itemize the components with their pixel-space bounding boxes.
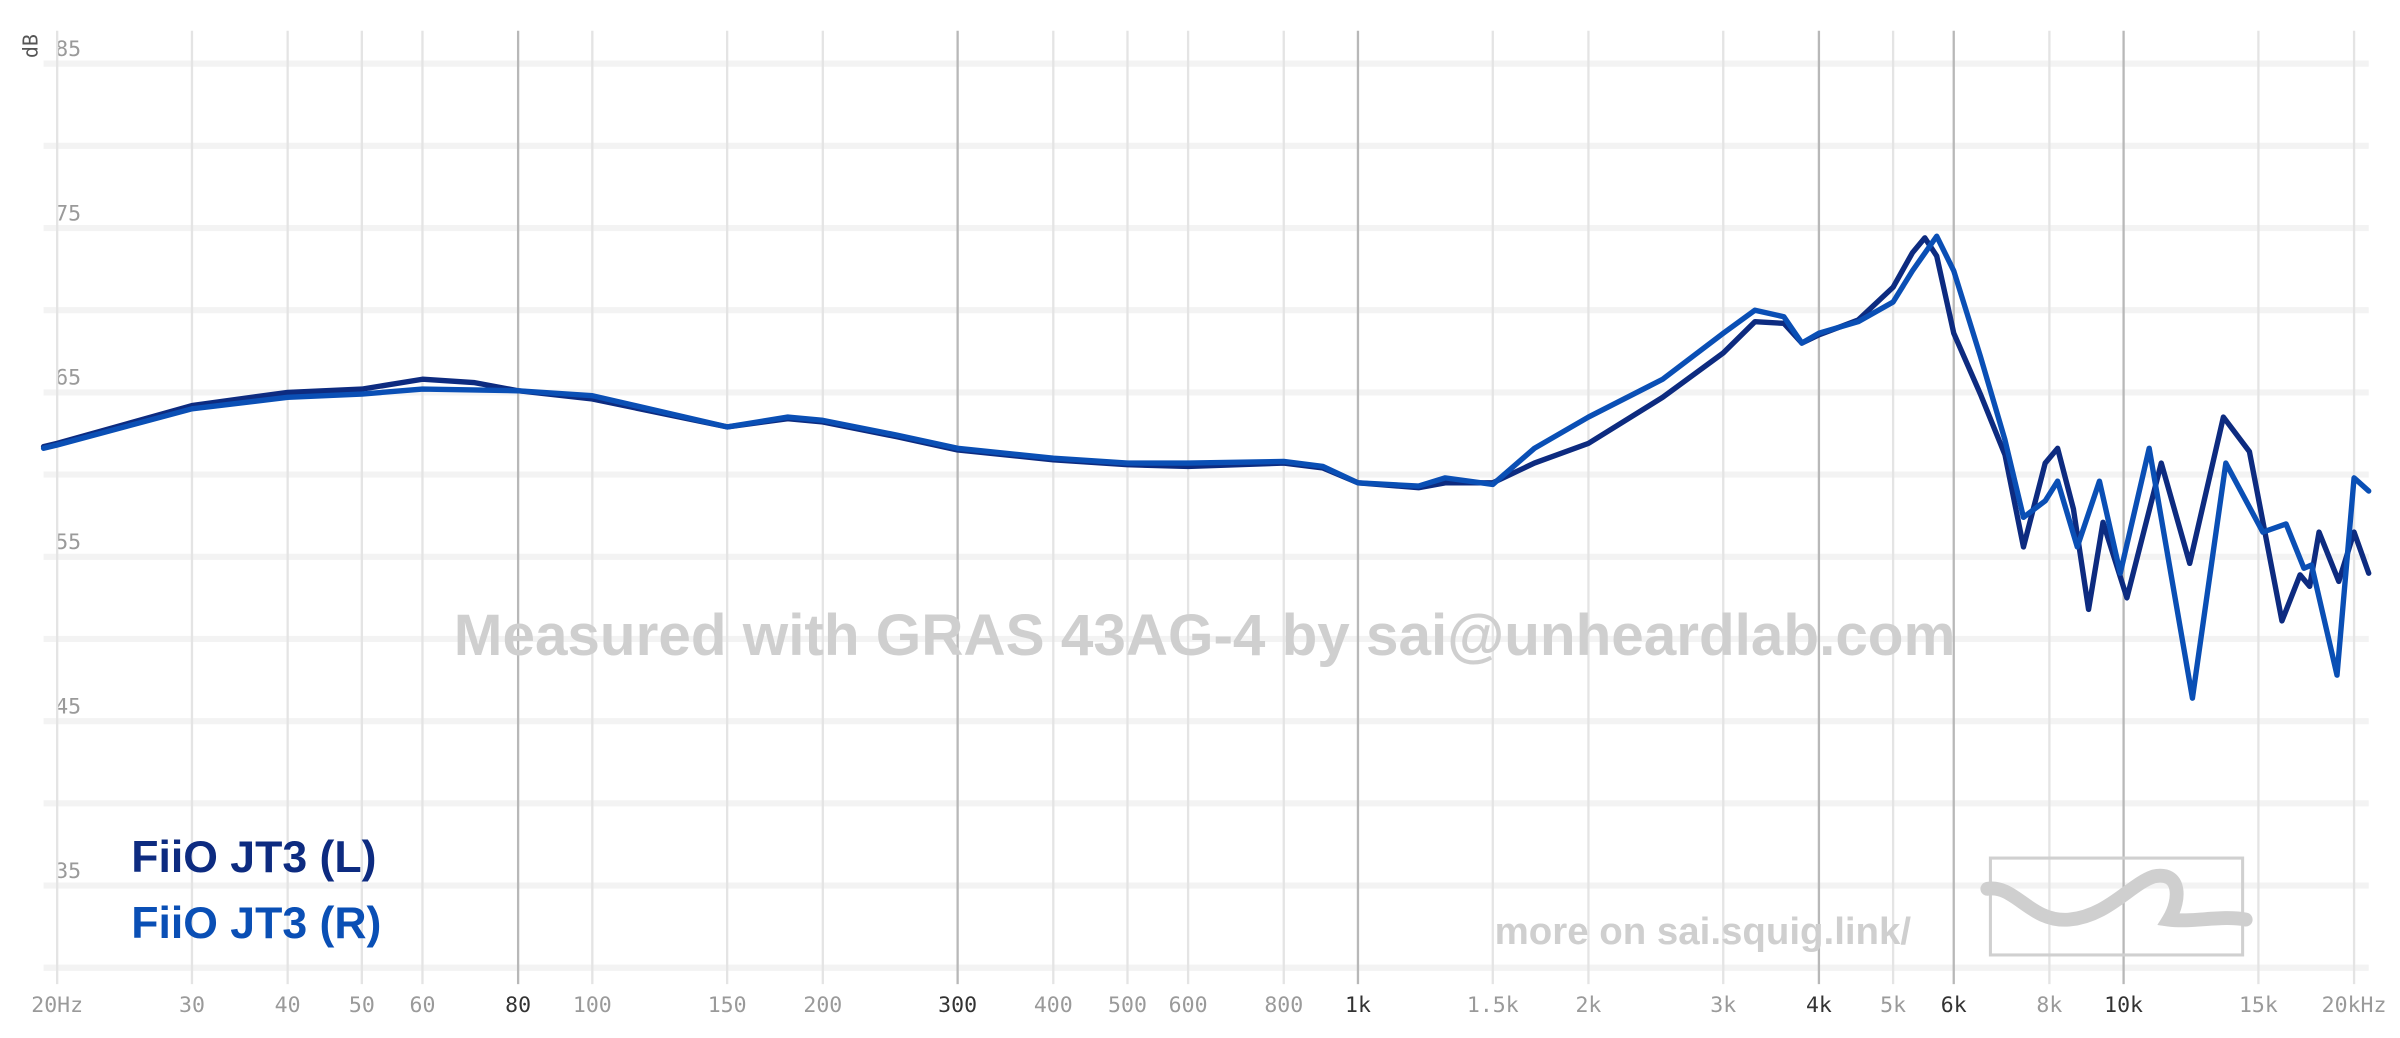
x-tick-label: 80 — [505, 993, 531, 1018]
x-tick-label: 20Hz — [31, 993, 83, 1018]
x-tick-label: 300 — [938, 993, 977, 1018]
y-tick-label: 35 — [55, 859, 81, 884]
y-tick-label: 75 — [55, 201, 81, 226]
x-tick-label: 150 — [708, 993, 747, 1018]
x-tick-label: 40 — [275, 993, 301, 1018]
y-tick-label: 45 — [55, 694, 81, 719]
legend: FiiO JT3 (L) FiiO JT3 (R) — [131, 833, 381, 948]
site-note: more on sai.squig.link/ — [1495, 910, 1912, 953]
y-tick-label: 85 — [55, 37, 81, 62]
x-tick-label: 600 — [1169, 993, 1208, 1018]
watermark: Measured with GRAS 43AG-4 by sai@unheard… — [454, 603, 1956, 668]
x-tick-label: 2k — [1575, 993, 1601, 1018]
logo-squiggle — [1980, 868, 2253, 928]
x-tick-label: 100 — [573, 993, 612, 1018]
x-tick-label: 15k — [2239, 993, 2278, 1018]
x-tick-label: 1k — [1345, 993, 1371, 1018]
x-tick-label: 1.5k — [1467, 993, 1519, 1018]
x-tick-label: 8k — [2036, 993, 2062, 1018]
series-line — [40, 233, 2372, 701]
legend-entry: FiiO JT3 (R) — [131, 899, 381, 948]
x-tick-label: 30 — [179, 993, 205, 1018]
x-tick-label: 400 — [1034, 993, 1073, 1018]
logo-frame — [1988, 856, 2245, 957]
x-tick-label: 5k — [1880, 993, 1906, 1018]
x-tick-label: 60 — [410, 993, 436, 1018]
x-tick-label: 4k — [1806, 993, 1832, 1018]
x-tick-label: 20kHz — [2322, 993, 2387, 1018]
x-tick-label: 3k — [1710, 993, 1736, 1018]
grid: 35 45 55 65 75 85 20Hz 30 40 50 60 80 100 150 200 300 40… — [31, 30, 2387, 1018]
y-tick-label: 65 — [55, 366, 81, 391]
y-axis-label: dB — [18, 34, 42, 58]
x-tick-label: 10k — [2104, 993, 2143, 1018]
y-tick-label: 55 — [55, 530, 81, 555]
x-tick-label: 500 — [1108, 993, 1147, 1018]
series-line — [40, 235, 2372, 624]
x-tick-label: 50 — [349, 993, 375, 1018]
x-tick-label: 800 — [1264, 993, 1303, 1018]
logo — [1980, 856, 2253, 957]
legend-entry: FiiO JT3 (L) — [131, 833, 376, 882]
x-tick-label: 200 — [803, 993, 842, 1018]
x-tick-label: 6k — [1941, 993, 1967, 1018]
plot — [40, 233, 2372, 701]
